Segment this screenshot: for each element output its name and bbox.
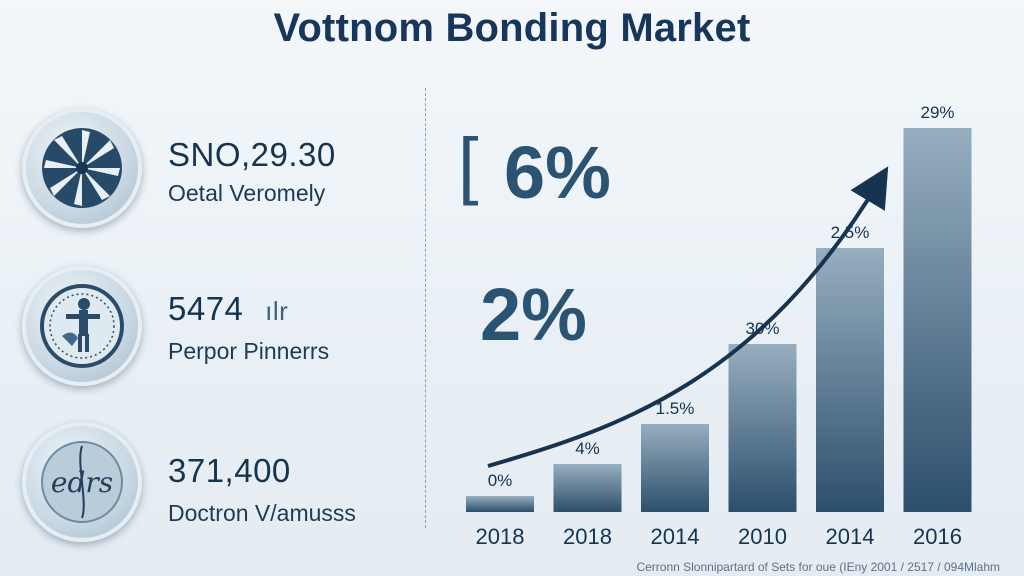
bar-value-label-3: 1.5% [656, 399, 695, 418]
wheel-icon [22, 108, 142, 228]
footer-note: Cerronn Slonnipartard of Sets for oue (I… [636, 560, 1000, 574]
x-tick-label-4: 2010 [738, 524, 787, 549]
section-divider [425, 88, 426, 528]
x-tick-label-6: 2016 [913, 524, 962, 549]
bar-2 [553, 464, 622, 512]
stat-label-1: Oetal Veromely [168, 180, 326, 206]
bar-3 [641, 424, 709, 512]
trend-arrow [487, 166, 889, 468]
big-percent-2: 2% [480, 273, 587, 356]
big-bracket: [ [458, 123, 479, 206]
bar-value-label-6: 29% [920, 103, 954, 122]
person-emblem-icon [22, 266, 142, 386]
x-tick-label-2: 2018 [563, 524, 612, 549]
bar-5 [816, 248, 884, 512]
bar-1 [466, 496, 534, 512]
bar-value-label-2: 4% [575, 439, 600, 458]
stat-value-2: 5474 ılr [168, 290, 288, 328]
bar-6 [903, 128, 972, 512]
edrs-logo-icon: edrs [22, 422, 142, 542]
bar-value-label-1: 0% [488, 471, 513, 490]
x-tick-label-3: 2014 [651, 524, 700, 549]
stat-value-1: SNO,29.30 [168, 136, 336, 173]
stat-label-3: Doctron V/amusss [168, 500, 356, 526]
page-title: Vottnom Bonding Market [273, 6, 751, 50]
x-tick-label-1: 2018 [476, 524, 525, 549]
bar-4 [728, 344, 797, 512]
stat-value-2-suffix: ılr [265, 296, 289, 326]
big-percent-1: 6% [504, 131, 611, 214]
x-tick-label-5: 2014 [826, 524, 875, 549]
stat-value-2-number: 5474 [168, 290, 244, 327]
stat-value-3: 371,400 [168, 452, 291, 489]
stat-label-2: Perpor Pinnerrs [168, 338, 330, 364]
